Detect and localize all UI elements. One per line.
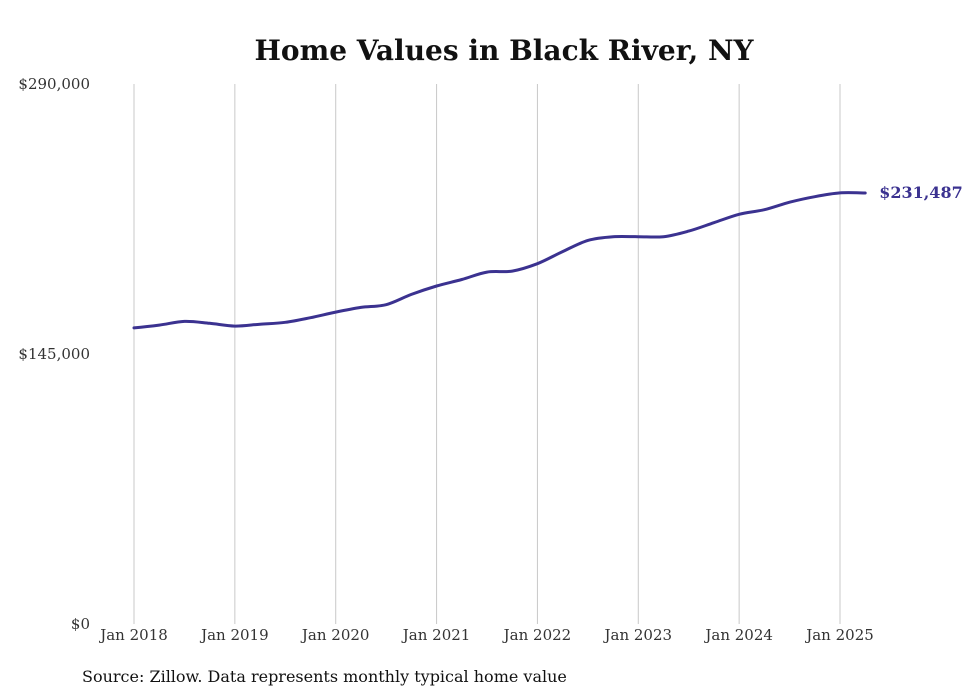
source-note: Source: Zillow. Data represents monthly … [82,667,567,686]
home-value-line [132,191,867,330]
x-tick-label: Jan 2025 [804,626,874,644]
y-tick-label: $145,000 [18,345,90,363]
x-axis-ticks: Jan 2018 Jan 2019 Jan 2020 Jan 2021 Jan 2022… [98,626,874,644]
x-tick-label: Jan 2024 [703,626,773,644]
x-tick-label: Jan 2022 [502,626,572,644]
y-tick-label: $0 [71,615,90,633]
grid-lines [133,84,841,624]
x-tick-label: Jan 2018 [98,626,168,644]
x-tick-label: Jan 2021 [401,626,471,644]
chart-title: Home Values in Black River, NY [254,34,754,67]
y-tick-label: $290,000 [18,75,90,93]
x-tick-label: Jan 2019 [199,626,269,644]
x-tick-label: Jan 2020 [300,626,370,644]
x-tick-label: Jan 2023 [603,626,673,644]
end-value-label: $231,487 [879,183,963,202]
y-axis-ticks: $0 $145,000 $290,000 [18,75,90,633]
